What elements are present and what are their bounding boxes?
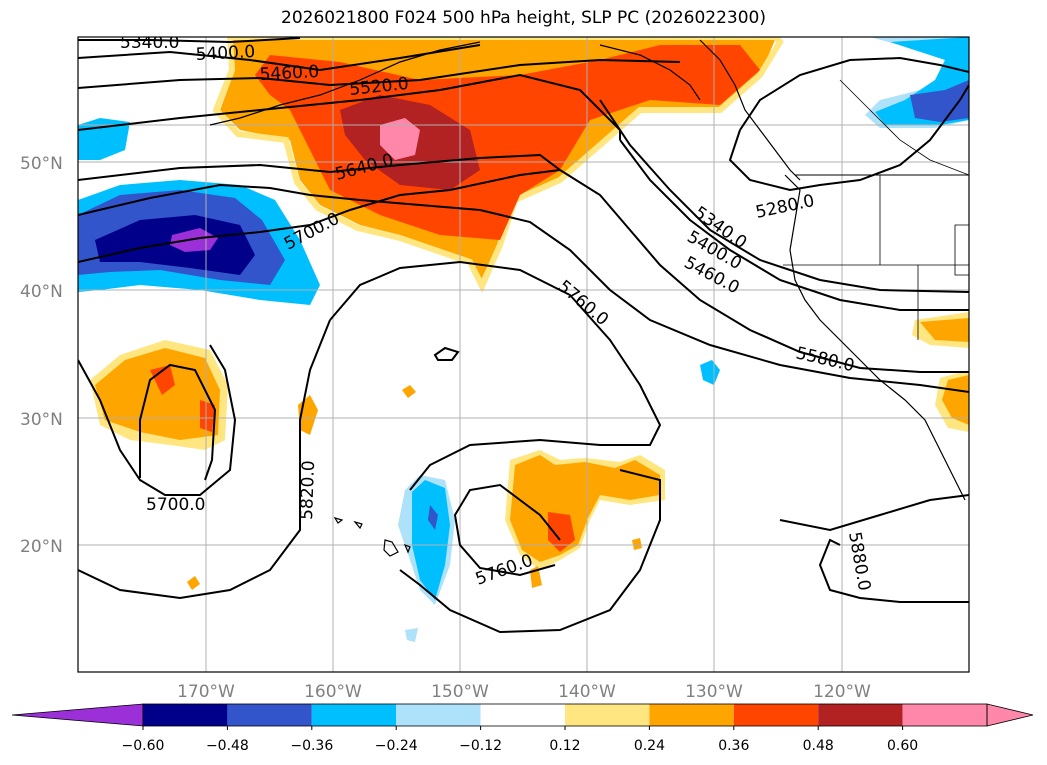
colorbar-tick-label: 0.12 <box>549 738 580 754</box>
lon-label: 120°W <box>813 682 871 702</box>
coastlines <box>209 39 969 557</box>
colorbar-segment <box>143 704 228 726</box>
colorbar-segment <box>227 704 312 726</box>
longitude-labels: 170°W 160°W 150°W 140°W 130°W 120°W <box>177 682 871 702</box>
colorbar-tick-label: −0.36 <box>290 738 333 754</box>
lon-label: 170°W <box>177 682 235 702</box>
colorbar-tick-label: −0.60 <box>122 738 165 754</box>
contour-label: 5340.0 <box>120 33 179 53</box>
colorbar-tick-label: −0.12 <box>459 738 502 754</box>
colorbar-segment <box>818 704 903 726</box>
colorbar-segment <box>396 704 481 726</box>
colorbar-segment <box>311 704 397 726</box>
lon-label: 150°W <box>431 682 489 702</box>
colorbar-segment <box>733 704 819 726</box>
colorbar-ticks: −0.60 −0.48 −0.36 −0.24 −0.12 0.12 0.24 0.36 0.4… <box>122 726 918 754</box>
colorbar-tick-label: 0.48 <box>803 738 834 754</box>
colorbar-tick-label: −0.24 <box>375 738 418 754</box>
map-title: 2026021800 F024 500 hPa height, SLP PC (… <box>281 8 766 28</box>
plot-frame <box>77 36 970 673</box>
colorbar-extend-low <box>11 703 144 727</box>
colorbar-segment <box>480 704 565 726</box>
lon-label: 130°W <box>685 682 743 702</box>
lat-label: 50°N <box>20 154 63 174</box>
colorbar-segment <box>902 704 987 726</box>
contour-label: 5460.0 <box>259 62 319 85</box>
contour-label: 5400.0 <box>195 42 255 65</box>
colorbar-segment <box>565 704 650 726</box>
latitude-labels: 50°N 40°N 30°N 20°N <box>20 154 63 557</box>
lon-label: 140°W <box>558 682 616 702</box>
colorbar-tick-label: 0.24 <box>634 738 665 754</box>
graticule <box>78 37 969 672</box>
contour-label: 5700.0 <box>146 495 205 515</box>
lat-label: 20°N <box>20 537 63 557</box>
contour-label: 5820.0 <box>297 460 319 520</box>
lat-label: 30°N <box>20 410 63 430</box>
colorbar <box>11 703 1034 727</box>
height-contours <box>78 37 969 634</box>
colorbar-tick-label: −0.48 <box>206 738 249 754</box>
lat-label: 40°N <box>20 282 63 302</box>
slp-anomaly-shading <box>78 37 969 642</box>
colorbar-segment <box>649 704 734 726</box>
colorbar-tick-label: 0.60 <box>887 738 918 754</box>
colorbar-tick-label: 0.36 <box>718 738 749 754</box>
lon-label: 160°W <box>304 682 362 702</box>
colorbar-extend-high <box>986 703 1034 727</box>
